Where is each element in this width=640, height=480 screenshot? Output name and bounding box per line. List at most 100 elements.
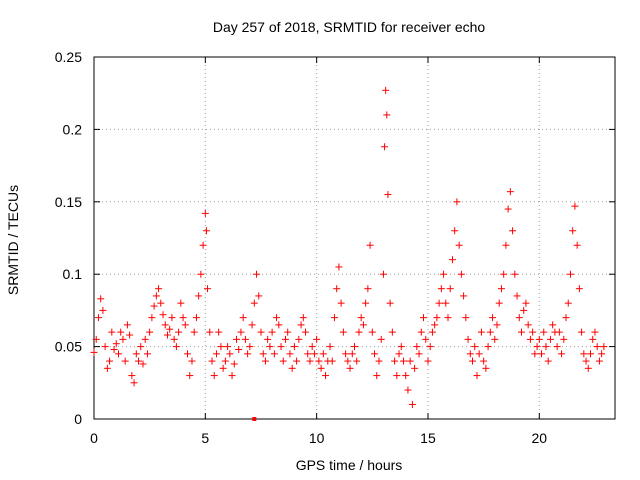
data-point — [417, 328, 425, 336]
data-point — [202, 227, 210, 235]
data-point — [170, 335, 178, 343]
data-point — [346, 364, 354, 372]
data-point — [90, 348, 98, 356]
data-point — [359, 321, 367, 329]
data-point — [493, 321, 501, 329]
data-point — [426, 343, 434, 351]
data-point — [313, 335, 321, 343]
data-point — [482, 364, 490, 372]
data-point — [297, 321, 305, 329]
data-point — [466, 350, 474, 358]
data-point — [424, 357, 432, 365]
data-point — [157, 299, 165, 307]
data-point — [299, 314, 307, 322]
data-point — [500, 270, 508, 278]
data-point — [399, 357, 407, 365]
data-point — [253, 270, 261, 278]
data-point — [339, 328, 347, 336]
data-point — [141, 335, 149, 343]
data-point — [130, 379, 138, 387]
data-point — [397, 343, 405, 351]
data-point — [377, 335, 385, 343]
data-point — [237, 328, 245, 336]
data-point — [106, 357, 114, 365]
data-point — [241, 335, 249, 343]
data-point — [587, 350, 595, 358]
y-tick-label: 0.25 — [55, 49, 82, 65]
data-point — [210, 372, 218, 380]
data-point — [190, 328, 198, 336]
data-point — [92, 335, 100, 343]
outlier-marker — [252, 417, 257, 421]
axis-ticks: 0 5 10 15 20 0 0.05 0.1 0.15 0.2 0.25 — [55, 49, 615, 446]
data-point — [442, 299, 450, 307]
data-point — [457, 270, 465, 278]
data-point — [197, 270, 205, 278]
data-point — [150, 302, 158, 310]
data-point — [326, 343, 334, 351]
data-point — [232, 335, 240, 343]
data-point — [591, 328, 599, 336]
data-point — [148, 314, 156, 322]
data-point — [117, 328, 125, 336]
data-point — [383, 111, 391, 119]
data-point — [509, 227, 517, 235]
data-point — [268, 328, 276, 336]
data-point — [593, 343, 601, 351]
data-point — [544, 357, 552, 365]
data-point — [293, 357, 301, 365]
data-point — [132, 350, 140, 358]
data-point — [139, 360, 147, 368]
data-point — [560, 335, 568, 343]
data-point — [386, 299, 394, 307]
data-point — [382, 86, 390, 94]
data-point — [201, 209, 209, 217]
data-point — [108, 328, 116, 336]
data-point — [448, 256, 456, 264]
data-point — [317, 364, 325, 372]
data-point — [94, 314, 102, 322]
data-point — [517, 328, 525, 336]
data-point — [306, 357, 314, 365]
data-point — [495, 299, 503, 307]
data-point — [453, 198, 461, 206]
data-point — [558, 350, 566, 358]
data-point — [257, 328, 265, 336]
data-point — [199, 241, 207, 249]
data-point — [435, 299, 443, 307]
plot-frame — [93, 56, 616, 420]
data-point — [177, 299, 185, 307]
data-point — [152, 292, 160, 300]
data-point — [308, 343, 316, 351]
y-tick-label: 0.2 — [63, 121, 83, 137]
data-point — [304, 350, 312, 358]
data-point — [114, 350, 122, 358]
data-point — [212, 350, 220, 358]
data-point — [264, 335, 272, 343]
data-point — [480, 357, 488, 365]
data-point — [135, 357, 143, 365]
data-point — [522, 299, 530, 307]
data-point — [319, 350, 327, 358]
data-point — [411, 364, 419, 372]
data-point — [562, 314, 570, 322]
grid — [94, 57, 615, 419]
data-point — [261, 357, 269, 365]
data-point — [433, 314, 441, 322]
data-point — [388, 328, 396, 336]
data-point — [580, 350, 588, 358]
data-point — [446, 285, 454, 293]
data-point — [159, 311, 167, 319]
chart-title: Day 257 of 2018, SRMTID for receiver ech… — [213, 19, 486, 35]
data-point — [549, 321, 557, 329]
data-point — [246, 343, 254, 351]
data-point — [502, 241, 510, 249]
data-point — [402, 372, 410, 380]
data-point — [288, 364, 296, 372]
data-point — [226, 350, 234, 358]
data-point — [526, 335, 534, 343]
data-point — [529, 328, 537, 336]
data-point — [259, 350, 267, 358]
data-point — [172, 343, 180, 351]
data-point — [486, 328, 494, 336]
